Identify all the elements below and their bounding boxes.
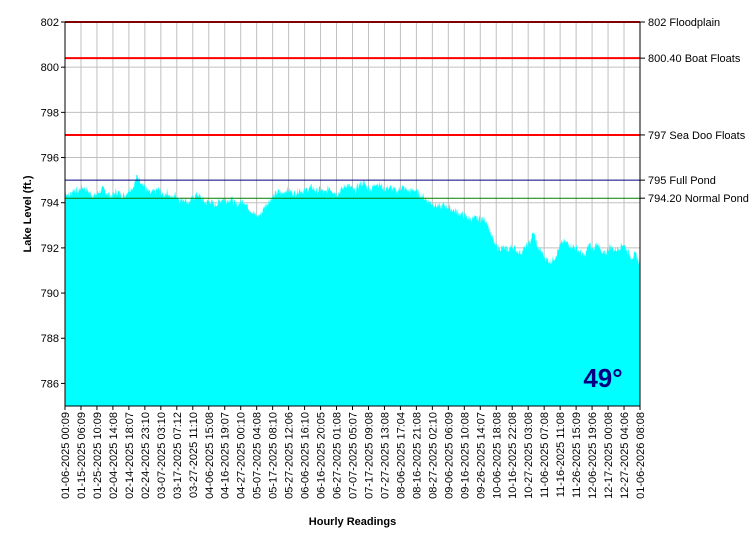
x-tick-label: 04-27-2025 00:10 [236,412,248,499]
y-tick-label: 786 [41,378,59,390]
x-tick-label: 10-16-2025 22:08 [507,412,519,499]
x-tick-label: 05-27-2025 12:06 [284,412,296,499]
y-tick-label: 800 [41,62,59,74]
x-tick-label: 12-06-2025 19:06 [587,412,599,499]
x-tick-label: 11-16-2025 11:08 [555,412,567,497]
x-tick-label: 12-17-2025 00:08 [603,412,615,499]
x-tick-label: 06-27-2025 01:08 [332,412,344,499]
reference-line-label: 794.20 Normal Pond [648,193,749,205]
y-tick-label: 788 [41,333,59,345]
x-tick-label: 10-27-2025 03:08 [523,412,535,499]
x-tick-label: 06-16-2025 20:05 [316,412,328,499]
x-tick-label: 07-07-2025 05:07 [348,412,360,499]
reference-line-label: 797 Sea Doo Floats [648,130,746,142]
x-tick-label: 11-06-2025 07:08 [539,412,551,498]
x-tick-label: 01-06-2025 00:09 [60,412,72,499]
reference-line-label: 795 Full Pond [648,175,716,187]
x-tick-label: 01-15-2025 06:09 [76,412,88,499]
x-tick-label: 07-27-2025 13:08 [379,412,391,499]
lake-level-area [65,174,640,406]
x-tick-label: 04-16-2025 19:07 [220,412,232,499]
reference-line-label: 802 Floodplain [648,17,720,29]
x-tick-label: 08-27-2025 02:10 [427,412,439,499]
x-tick-label: 08-06-2025 17:04 [395,412,407,499]
x-tick-label: 03-07-2025 03:10 [156,412,168,499]
x-tick-label: 03-27-2025 11:10 [188,412,200,498]
y-tick-label: 794 [41,198,59,210]
y-tick-label: 790 [41,288,59,300]
x-tick-label: 04-06-2025 15:08 [204,412,216,499]
x-tick-label: 10-06-2025 18:08 [491,412,503,499]
x-tick-label: 09-06-2025 06:09 [443,412,455,499]
temperature-readout: 49° [583,363,622,393]
x-tick-label: 05-07-2025 04:08 [252,412,264,499]
x-tick-label: 09-16-2025 10:08 [459,412,471,499]
y-tick-label: 798 [41,107,59,119]
x-axis-title: Hourly Readings [309,516,396,528]
x-tick-label: 07-17-2025 09:08 [363,412,375,499]
x-tick-label: 01-06-2026 08:08 [635,412,647,499]
x-tick-label: 01-25-2025 10:09 [92,412,104,499]
y-tick-label: 792 [41,243,59,255]
x-tick-label: 06-06-2025 16:10 [300,412,312,499]
x-axis-ticks: 01-06-2025 00:09 01-15-2025 06:09 01-25-20… [60,406,647,499]
y-tick-label: 796 [41,153,59,165]
x-tick-label: 09-26-2025 14:07 [475,412,487,499]
x-tick-label: 02-24-2025 23:10 [140,412,152,499]
reference-line-label: 800.40 Boat Floats [648,53,741,65]
y-axis-ticks: 786 788 790 792 794 796 798 800 802 [41,17,65,390]
x-tick-label: 02-14-2025 18:07 [124,412,136,499]
x-tick-label: 02-04-2025 14:08 [108,412,120,499]
y-axis-title: Lake Level (ft.) [22,175,34,252]
x-tick-label: 11-26-2025 15:09 [571,412,583,498]
x-tick-label: 12-27-2025 04:06 [619,412,631,499]
x-tick-label: 05-17-2025 08:10 [268,412,280,499]
x-tick-label: 08-16-2025 21:08 [411,412,423,499]
x-tick-label: 03-17-2025 07:12 [172,412,184,499]
y-tick-label: 802 [41,17,59,29]
